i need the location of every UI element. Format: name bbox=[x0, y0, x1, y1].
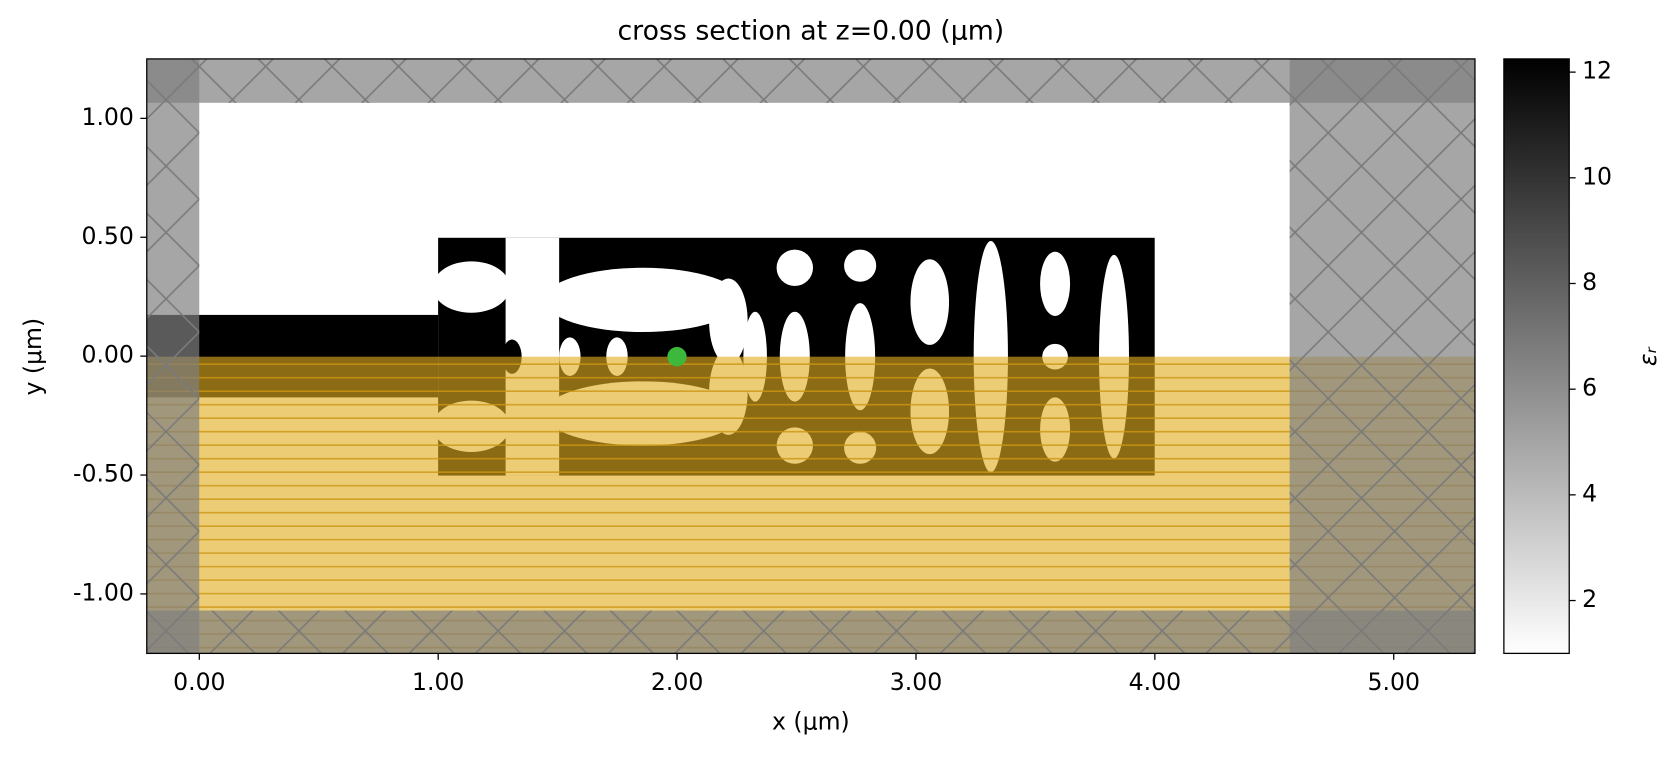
x-tick-label: 2.00 bbox=[651, 668, 703, 696]
pml-hatch bbox=[146, 58, 1475, 654]
y-tick-label: 0.50 bbox=[81, 222, 133, 250]
plot-area bbox=[146, 58, 1475, 654]
colorbar-tick-label: 8 bbox=[1582, 268, 1597, 296]
colorbar-tick-label: 2 bbox=[1582, 585, 1597, 613]
colorbar-label: εᵣ bbox=[1634, 346, 1662, 366]
y-tick-label: -1.00 bbox=[73, 578, 134, 606]
source-point bbox=[667, 347, 687, 367]
x-tick-label: 3.00 bbox=[890, 668, 942, 696]
x-tick-label: 4.00 bbox=[1129, 668, 1181, 696]
colorbar-tick-label: 12 bbox=[1582, 57, 1612, 85]
symmetry-region bbox=[146, 356, 1475, 654]
y-tick-label: 1.00 bbox=[81, 103, 133, 131]
x-tick-label: 0.00 bbox=[173, 668, 225, 696]
colorbar-tick-label: 4 bbox=[1582, 479, 1597, 507]
x-tick-label: 1.00 bbox=[412, 668, 464, 696]
colorbar-tick-label: 10 bbox=[1582, 162, 1612, 190]
colorbar bbox=[1503, 58, 1570, 655]
colorbar-tick-label: 6 bbox=[1582, 374, 1597, 402]
chart-title: cross section at z=0.00 (μm) bbox=[617, 16, 1004, 47]
x-axis-label: x (μm) bbox=[772, 708, 850, 736]
y-tick-label: -0.50 bbox=[73, 460, 134, 488]
y-tick-label: 0.00 bbox=[81, 341, 133, 369]
x-tick-label: 5.00 bbox=[1368, 668, 1420, 696]
y-axis-label: y (μm) bbox=[19, 318, 47, 396]
